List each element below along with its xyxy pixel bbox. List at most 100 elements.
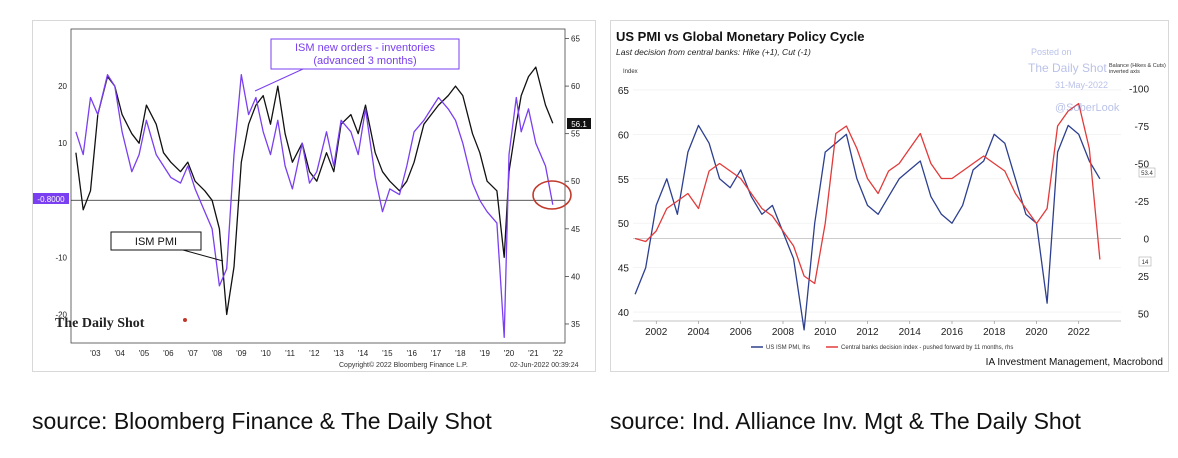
watermark-dot — [183, 318, 187, 322]
right-xtick-label-2: 2006 — [730, 327, 753, 338]
pmi-note-pointer — [182, 249, 224, 262]
right-right-ytick-label-1: -75 — [1135, 122, 1150, 133]
right-ytick-label-6: 35 — [571, 320, 580, 329]
right-right-ytick-label-5: 25 — [1138, 272, 1150, 283]
right-ytick-label-0: 65 — [571, 35, 580, 44]
right-left-ytick-label-5: 40 — [618, 308, 630, 319]
right-left-ytick-label-0: 65 — [618, 86, 630, 97]
left-ytick-label-4: -20 — [55, 310, 67, 319]
right-right-ytick-label-3: -25 — [1135, 197, 1150, 208]
left-xtick-label-6: '09 — [236, 349, 247, 358]
right-series-line-1 — [634, 102, 1101, 285]
left-xtick-label-10: '13 — [333, 349, 344, 358]
right-xtick-label-3: 2008 — [772, 327, 795, 338]
last-value-text: 56.1 — [571, 120, 587, 129]
left-xtick-label-15: '18 — [455, 349, 466, 358]
right-xtick-label-6: 2014 — [899, 327, 922, 338]
end-label-box-2 — [1138, 256, 1152, 267]
highlight-circle — [532, 180, 572, 210]
right-series-line-0 — [634, 124, 1101, 331]
left-xtick-label-11: '14 — [358, 349, 369, 358]
left-series — [75, 66, 554, 338]
left-xtick-label-8: '11 — [285, 349, 295, 358]
right-xtick-label-7: 2016 — [941, 327, 964, 338]
posted-date-text: 31-May-2022 — [1055, 80, 1108, 90]
right-xtick-label-4: 2010 — [814, 327, 837, 338]
left-axes — [70, 28, 569, 344]
end-label-2: 14 — [1142, 260, 1149, 266]
left-xtick-label-12: '15 — [382, 349, 393, 358]
left-xtick-label-2: '05 — [139, 349, 150, 358]
inv-note-box — [270, 38, 460, 70]
posted-on-text: Posted on — [1031, 47, 1072, 57]
right-right-ytick-label-2: -50 — [1135, 160, 1150, 171]
right-ytick-label-1: 60 — [571, 82, 580, 91]
right-ytick-label-5: 40 — [571, 272, 580, 281]
left-ytick-label-3: -10 — [55, 253, 67, 262]
end-label-1: 53.4 — [1141, 171, 1153, 177]
left-xtick-label-0: '03 — [90, 349, 101, 358]
posted-watermark: Posted on The Daily Shot 31-May-2022 @So… — [1028, 47, 1120, 114]
left-xtick-label-13: '16 — [406, 349, 417, 358]
caption-left: source: Bloomberg Finance & The Daily Sh… — [32, 408, 492, 434]
right-xtick-label-1: 2004 — [687, 327, 710, 338]
source-label: IA Investment Management, Macrobond — [986, 357, 1163, 368]
right-axes — [633, 238, 1121, 324]
right-left-ytick-label-2: 55 — [618, 175, 630, 186]
left-value-flag — [33, 193, 69, 204]
legend-ism-label: US ISM PMI, lhs — [766, 345, 810, 351]
left-axis-title: Index — [623, 69, 638, 75]
left-xtick-label-14: '17 — [431, 349, 442, 358]
left-chart-panel: 20100-10-2065605550454035'03'04'05'06'07… — [32, 20, 596, 372]
right-chart-svg: US PMI vs Global Monetary Policy Cycle L… — [616, 29, 1166, 368]
left-xtick-label-16: '19 — [479, 349, 490, 358]
left-xtick-label-18: '21 — [528, 349, 539, 358]
right-left-ytick-label-3: 50 — [618, 219, 630, 230]
left-xtick-label-5: '08 — [212, 349, 223, 358]
left-value-text: -0.8000 — [37, 195, 65, 204]
left-xtick-label-7: '10 — [260, 349, 271, 358]
right-xtick-label-10: 2022 — [1068, 327, 1091, 338]
right-xtick-label-0: 2002 — [645, 327, 668, 338]
right-xtick-label-8: 2018 — [983, 327, 1006, 338]
inv-note-line1: ISM new orders - inventories — [295, 42, 435, 54]
left-xtick-label-4: '07 — [187, 349, 198, 358]
right-right-ytick-label-6: 50 — [1138, 310, 1150, 321]
end-label-box-1 — [1138, 167, 1156, 178]
pmi-note-label: ISM PMI — [135, 236, 177, 248]
inv-note-pointer — [254, 68, 304, 92]
right-tick-labels: 65 60 55 50 45 40 -100 -75 -50 -25 0 25 50 2002 2004 20… — [618, 85, 1150, 339]
inv-note-line2: (advanced 3 months) — [313, 55, 416, 67]
left-xtick-label-17: '20 — [504, 349, 515, 358]
left-xtick-label-9: '12 — [309, 349, 320, 358]
left-xtick-label-19: '22 — [552, 349, 563, 358]
daily-shot-watermark: The Daily Shot — [55, 316, 145, 331]
left-xtick-label-1: '04 — [114, 349, 125, 358]
last-value-flag — [567, 118, 591, 129]
timestamp-text: 02-Jun-2022 00:39:24 — [510, 362, 579, 369]
right-axis-title-2: inverted axis — [1109, 69, 1140, 75]
left-tick-labels: 20100-10-2065605550454035'03'04'05'06'07… — [55, 35, 580, 358]
right-axis-title-1: Balance (Hikes & Cuts) — [1109, 63, 1166, 69]
right-xtick-label-5: 2012 — [856, 327, 879, 338]
left-chart-svg: 20100-10-2065605550454035'03'04'05'06'07… — [33, 28, 591, 369]
right-left-ytick-label-1: 60 — [618, 130, 630, 141]
right-left-ytick-label-4: 45 — [618, 264, 630, 275]
posted-handle-text: @SoberLook — [1055, 102, 1120, 114]
pmi-note-box — [110, 231, 202, 251]
right-chart-title: US PMI vs Global Monetary Policy Cycle — [616, 29, 865, 44]
left-ytick-label-1: 10 — [58, 139, 67, 148]
right-gridlines — [633, 89, 1121, 313]
right-right-ytick-label-4: 0 — [1143, 235, 1149, 246]
right-right-ytick-label-0: -100 — [1129, 85, 1149, 96]
left-plot-frame — [70, 28, 566, 344]
left-xtick-label-3: '06 — [163, 349, 174, 358]
posted-site-text: The Daily Shot — [1028, 61, 1107, 75]
caption-right: source: Ind. Alliance Inv. Mgt & The Dai… — [610, 408, 1081, 434]
right-xtick-label-9: 2020 — [1025, 327, 1048, 338]
legend-cb-label: Central banks decision index - pushed fo… — [841, 345, 1013, 351]
right-series — [634, 102, 1101, 331]
right-chart-panel: US PMI vs Global Monetary Policy Cycle L… — [610, 20, 1169, 372]
right-ytick-label-4: 45 — [571, 225, 580, 234]
left-ytick-label-0: 20 — [58, 82, 67, 91]
